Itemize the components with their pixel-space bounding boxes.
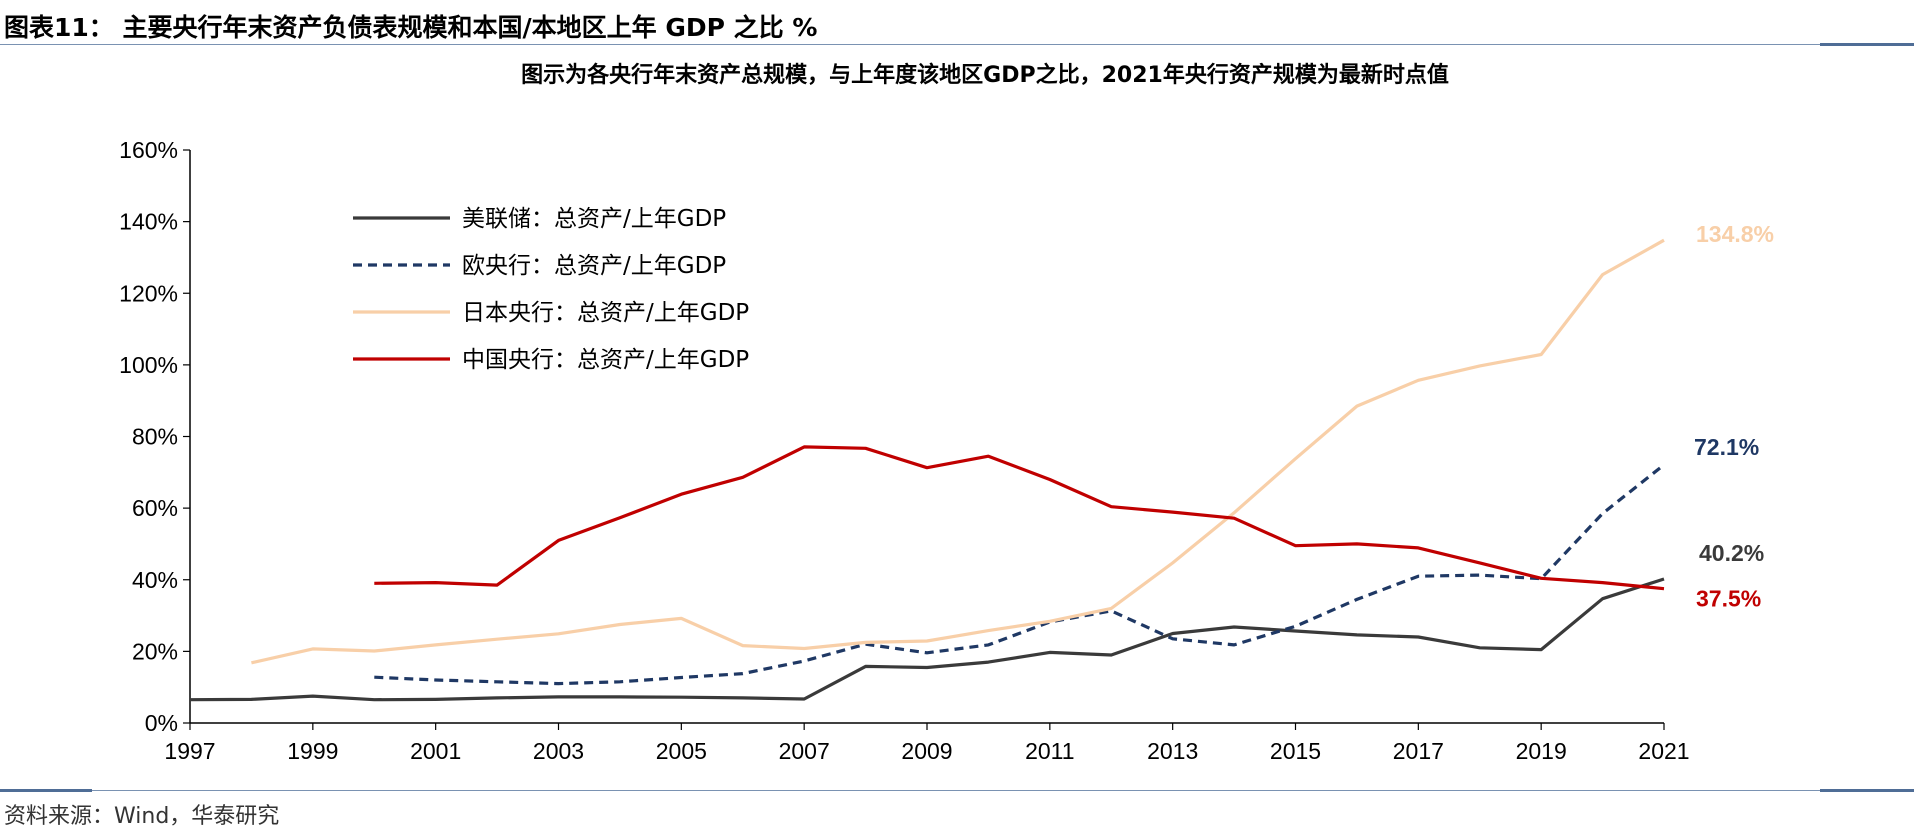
x-tick-label: 2003 bbox=[533, 738, 584, 764]
legend-label-ecb: 欧央行：总资产/上年GDP bbox=[462, 253, 726, 279]
source-divider-accent-left bbox=[0, 789, 92, 792]
chart-legend: 美联储：总资产/上年GDP 欧央行：总资产/上年GDP 日本央行：总资产/上年GDP… bbox=[353, 206, 749, 373]
title-divider-accent bbox=[1820, 43, 1914, 46]
series-line-ecb bbox=[374, 463, 1665, 686]
y-tick-label: 160% bbox=[119, 137, 178, 163]
legend-label-boj: 日本央行：总资产/上年GDP bbox=[462, 300, 749, 326]
series-line-boj bbox=[251, 238, 1665, 665]
figure-title: 图表11： 主要央行年末资产负债表规模和本国/本地区上年 GDP 之比 % bbox=[4, 13, 818, 42]
title-divider bbox=[0, 44, 1914, 45]
y-tick-label: 80% bbox=[132, 424, 178, 450]
chart-end-labels: 40.2% 72.1% 134.8% 37.5% bbox=[1694, 221, 1774, 611]
x-tick-label: 2009 bbox=[901, 738, 952, 764]
y-tick-label: 20% bbox=[132, 638, 178, 664]
y-tick-label: 120% bbox=[119, 280, 178, 306]
chart-subtitle: 图示为各央行年末资产总规模，与上年度该地区GDP之比，2021年央行资产规模为最… bbox=[521, 62, 1449, 88]
end-label-fed: 40.2% bbox=[1699, 540, 1764, 566]
x-tick-label: 2011 bbox=[1025, 738, 1074, 764]
x-tick-label: 2017 bbox=[1393, 738, 1444, 764]
series-line-pboc bbox=[374, 445, 1665, 591]
source-divider bbox=[0, 790, 1914, 791]
chart-axes: 0% 20% 40% 60% 80% 100% 120% 140% 160% 1997 1999 20… bbox=[119, 137, 1689, 764]
x-tick-label: 2001 bbox=[410, 738, 461, 764]
x-tick-label: 2013 bbox=[1147, 738, 1198, 764]
x-tick-label: 2019 bbox=[1516, 738, 1567, 764]
x-tick-label: 1999 bbox=[287, 738, 338, 764]
end-label-ecb: 72.1% bbox=[1694, 434, 1759, 460]
x-tick-label: 2015 bbox=[1270, 738, 1321, 764]
y-tick-label: 60% bbox=[132, 495, 178, 521]
y-tick-label: 100% bbox=[119, 352, 178, 378]
end-label-boj: 134.8% bbox=[1696, 221, 1774, 247]
y-tick-label: 0% bbox=[145, 710, 178, 736]
series-line-fed bbox=[189, 577, 1665, 702]
y-tick-label: 40% bbox=[132, 567, 178, 593]
y-tick-label: 140% bbox=[119, 209, 178, 235]
legend-label-fed: 美联储：总资产/上年GDP bbox=[462, 206, 726, 232]
x-tick-label: 2005 bbox=[656, 738, 707, 764]
source-divider-accent-right bbox=[1820, 789, 1914, 792]
x-tick-label: 2021 bbox=[1638, 738, 1689, 764]
source-note: 资料来源：Wind，华泰研究 bbox=[4, 804, 280, 829]
end-label-pboc: 37.5% bbox=[1696, 586, 1761, 612]
chart-series bbox=[189, 238, 1665, 702]
line-chart: 图示为各央行年末资产总规模，与上年度该地区GDP之比，2021年央行资产规模为最… bbox=[119, 62, 1774, 764]
x-tick-label: 1997 bbox=[164, 738, 215, 764]
legend-label-pboc: 中国央行：总资产/上年GDP bbox=[462, 347, 749, 373]
x-tick-label: 2007 bbox=[779, 738, 830, 764]
